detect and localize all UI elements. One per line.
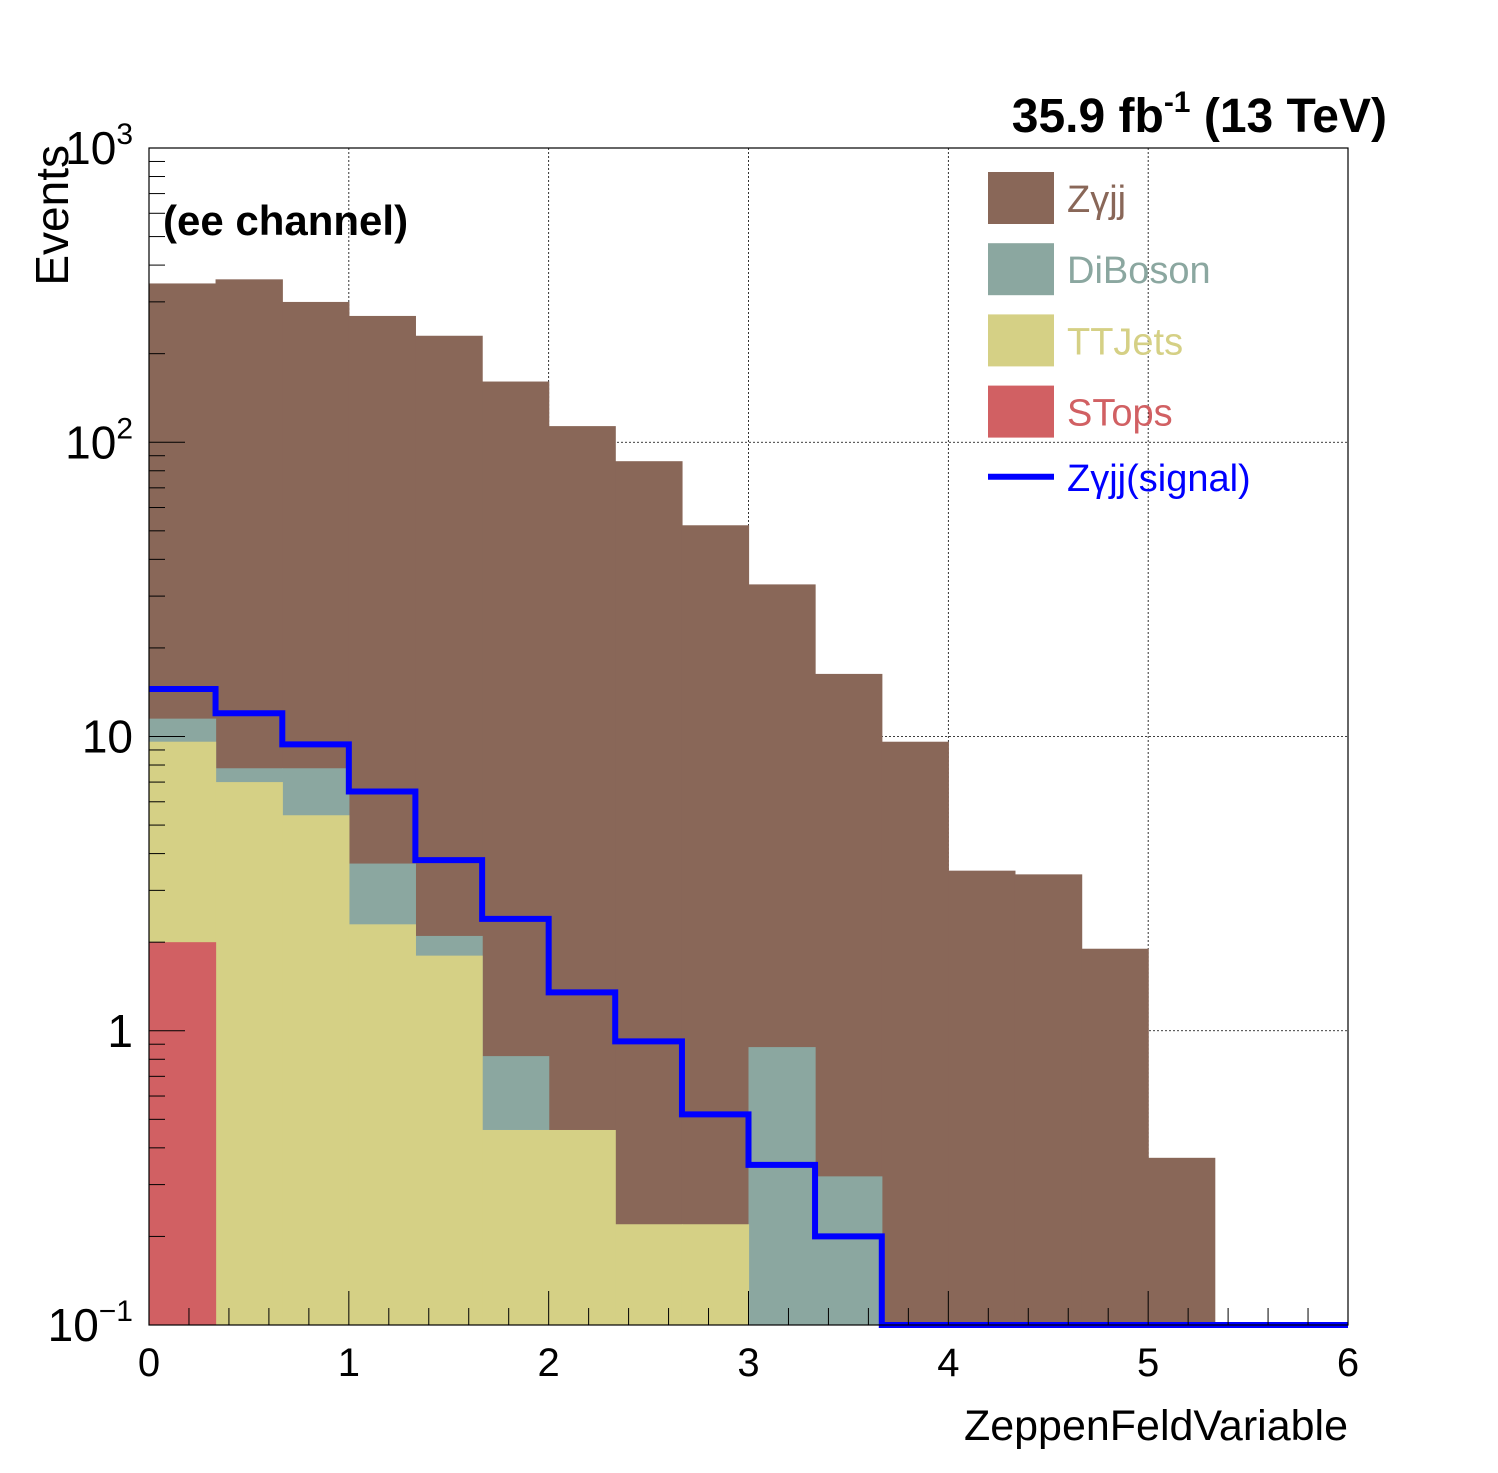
bar-ttjets	[548, 1129, 616, 1325]
legend-swatch-stops	[988, 385, 1054, 438]
legend-label-z-jj-signal-: Zγjj(signal)	[1067, 458, 1251, 500]
y-axis-title: Events	[26, 145, 78, 286]
y-tick-label: 1	[107, 1005, 133, 1057]
bar-z-jj	[881, 741, 949, 1325]
x-axis-title: ZeppenFeldVariable	[964, 1402, 1348, 1450]
legend-label-z-jj: Zγjj	[1067, 179, 1126, 221]
lumi-label: 35.9 fb-1 (13 TeV)	[1012, 86, 1387, 143]
legend: Zγjj DiBoson TTJets STops Zγjj(signal)	[988, 172, 1251, 500]
bar-ttjets	[482, 1129, 550, 1325]
bar-z-jj	[948, 870, 1016, 1325]
bar-stops	[149, 942, 217, 1325]
y-tick-label: 10	[82, 711, 133, 763]
bar-ttjets	[282, 815, 350, 1325]
y-tick-label: 10−1	[48, 1295, 133, 1351]
bar-z-jj	[1014, 874, 1083, 1325]
x-tick-label: 1	[338, 1341, 360, 1385]
bar-ttjets	[215, 782, 283, 1325]
x-tick-label: 2	[538, 1341, 560, 1385]
x-tick-label: 6	[1337, 1341, 1359, 1385]
legend-swatch-ttjets	[988, 314, 1054, 367]
bar-ttjets	[681, 1224, 750, 1325]
bar-ttjets	[415, 955, 483, 1325]
bar-diboson	[815, 1176, 883, 1325]
legend-swatch-diboson	[988, 243, 1054, 296]
legend-label-ttjets: TTJets	[1067, 321, 1183, 363]
bar-z-jj	[615, 461, 683, 1325]
bar-ttjets	[348, 924, 416, 1325]
bar-ttjets	[615, 1224, 683, 1325]
bar-z-jj	[681, 525, 750, 1325]
legend-swatch-z-jj	[988, 172, 1054, 224]
bar-diboson	[748, 1047, 816, 1325]
x-tick-label: 4	[937, 1341, 959, 1385]
x-tick-label: 0	[138, 1341, 160, 1385]
bar-z-jj	[1148, 1157, 1216, 1325]
bar-z-jj	[1081, 948, 1149, 1325]
y-tick-label: 102	[65, 412, 133, 468]
y-tick-label: 103	[65, 118, 133, 174]
tick-labels: 0 1 2 3 4 5 6 10−1 1 10 102 103	[48, 118, 1360, 1385]
x-tick-label: 5	[1137, 1341, 1159, 1385]
axis-ticks	[148, 147, 1349, 1326]
x-tick-label: 3	[737, 1341, 759, 1385]
legend-label-diboson: DiBoson	[1067, 250, 1211, 292]
histogram-bars	[149, 279, 1216, 1326]
legend-label-stops: STops	[1067, 393, 1173, 435]
channel-label: (ee channel)	[163, 197, 408, 244]
